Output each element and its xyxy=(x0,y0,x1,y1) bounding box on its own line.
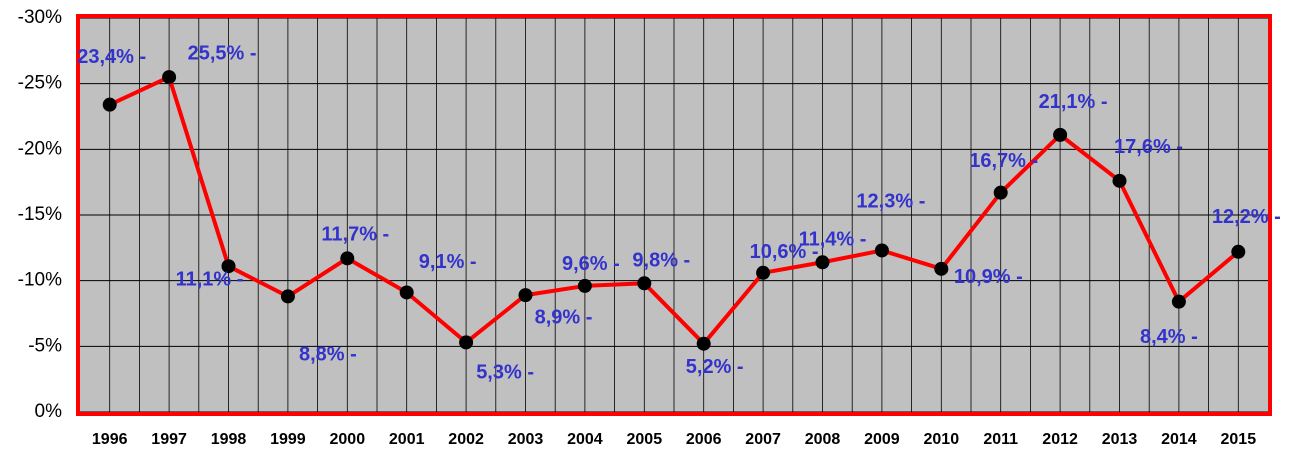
plot-border xyxy=(76,14,1272,416)
data-label: 21,1% - xyxy=(1039,91,1108,113)
point xyxy=(696,336,711,351)
point xyxy=(280,289,295,304)
point xyxy=(162,70,177,85)
data-label: 11,4% - xyxy=(799,229,867,251)
data-label: 25,5% - xyxy=(188,42,257,64)
point xyxy=(1231,244,1246,259)
data-label: 10,6% - xyxy=(750,241,819,263)
x-tick-label: 1999 xyxy=(270,431,306,448)
y-tick-label: -20% xyxy=(18,138,62,159)
x-tick-label: 2001 xyxy=(389,431,425,448)
point xyxy=(637,276,652,291)
x-tick-label: 2010 xyxy=(924,431,960,448)
point xyxy=(1053,127,1068,142)
x-tick-label: 2013 xyxy=(1102,431,1138,448)
point xyxy=(459,335,474,350)
point xyxy=(340,251,355,266)
data-label: 16,7% - xyxy=(969,150,1038,172)
point xyxy=(1171,294,1186,309)
y-tick-label: -25% xyxy=(18,73,62,94)
data-label: 5,2% - xyxy=(686,356,744,378)
line xyxy=(108,75,1240,346)
point xyxy=(577,278,592,293)
x-tick-label: 2000 xyxy=(330,431,366,448)
data-label: 11,7% - xyxy=(321,224,389,246)
x-tick-label: 2002 xyxy=(448,431,484,448)
x-tick-label: 2006 xyxy=(686,431,722,448)
point xyxy=(399,285,414,300)
data-label: 9,1% - xyxy=(419,251,477,273)
x-tick-label: 2007 xyxy=(745,431,781,448)
y-tick-label: -15% xyxy=(18,204,62,225)
data-label: 23,4% - xyxy=(77,46,146,68)
point xyxy=(102,97,117,112)
data-label: 8,8% - xyxy=(299,344,357,366)
data-label: 11,1% - xyxy=(176,269,244,291)
data-label: 9,6% - xyxy=(562,253,620,275)
data-label: 10,9% - xyxy=(954,266,1023,288)
x-tick-label: 2004 xyxy=(567,431,603,448)
x-tick-label: 1996 xyxy=(92,431,128,448)
y-tick-label: 0% xyxy=(35,401,63,422)
x-tick-label: 1998 xyxy=(211,431,247,448)
x-tick-label: 2009 xyxy=(864,431,900,448)
point xyxy=(993,185,1008,200)
y-tick-label: -5% xyxy=(28,335,62,356)
point xyxy=(756,265,771,280)
y-tick-label: -30% xyxy=(18,7,62,28)
x-tick-label: 1997 xyxy=(151,431,187,448)
point xyxy=(518,288,533,303)
x-tick-label: 2012 xyxy=(1042,431,1078,448)
point xyxy=(874,243,889,258)
x-tick-label: 2011 xyxy=(983,431,1018,448)
data-label: 12,2% - xyxy=(1212,206,1281,228)
point xyxy=(934,261,949,276)
x-tick-label: 2003 xyxy=(508,431,544,448)
data-label: 8,9% - xyxy=(535,306,593,328)
point xyxy=(221,259,236,274)
data-label: 9,8% - xyxy=(632,250,690,272)
y-tick-label: -10% xyxy=(18,270,62,291)
data-label: 12,3% - xyxy=(856,191,925,213)
x-tick-label: 2005 xyxy=(627,431,663,448)
x-tick-label: 2014 xyxy=(1161,431,1197,448)
x-tick-label: 2008 xyxy=(805,431,841,448)
data-label: 17,6% - xyxy=(1114,136,1183,158)
point xyxy=(815,255,830,270)
point xyxy=(1112,173,1127,188)
data-label: 5,3% - xyxy=(476,362,534,384)
data-label: 8,4% - xyxy=(1140,326,1198,348)
x-tick-label: 2015 xyxy=(1221,431,1257,448)
